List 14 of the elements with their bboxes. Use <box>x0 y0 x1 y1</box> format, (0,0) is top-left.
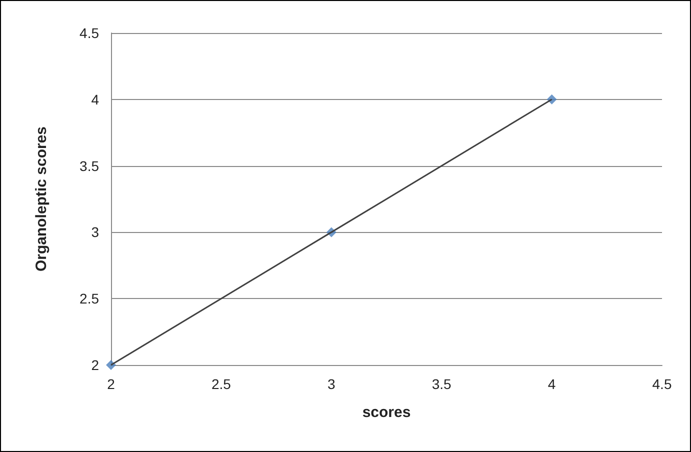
y-tick-label: 2 <box>91 357 100 373</box>
y-tick-label: 3 <box>91 224 100 240</box>
x-tick-label: 3 <box>328 376 336 392</box>
y-tick-label: 3.5 <box>80 158 100 174</box>
x-tick-label: 2 <box>107 376 116 392</box>
x-tick-label: 2.5 <box>211 376 232 392</box>
y-tick-label: 4.5 <box>80 25 100 41</box>
y-tick-label: 4 <box>91 91 100 108</box>
y-axis-title: Organoleptic scores <box>33 126 50 272</box>
x-tick-label: 4.5 <box>652 376 672 392</box>
x-tick-label: 4 <box>548 376 556 392</box>
x-tick-label: 3.5 <box>432 376 452 392</box>
y-tick-label: 2.5 <box>80 290 100 307</box>
x-axis-title: scores <box>362 404 411 421</box>
